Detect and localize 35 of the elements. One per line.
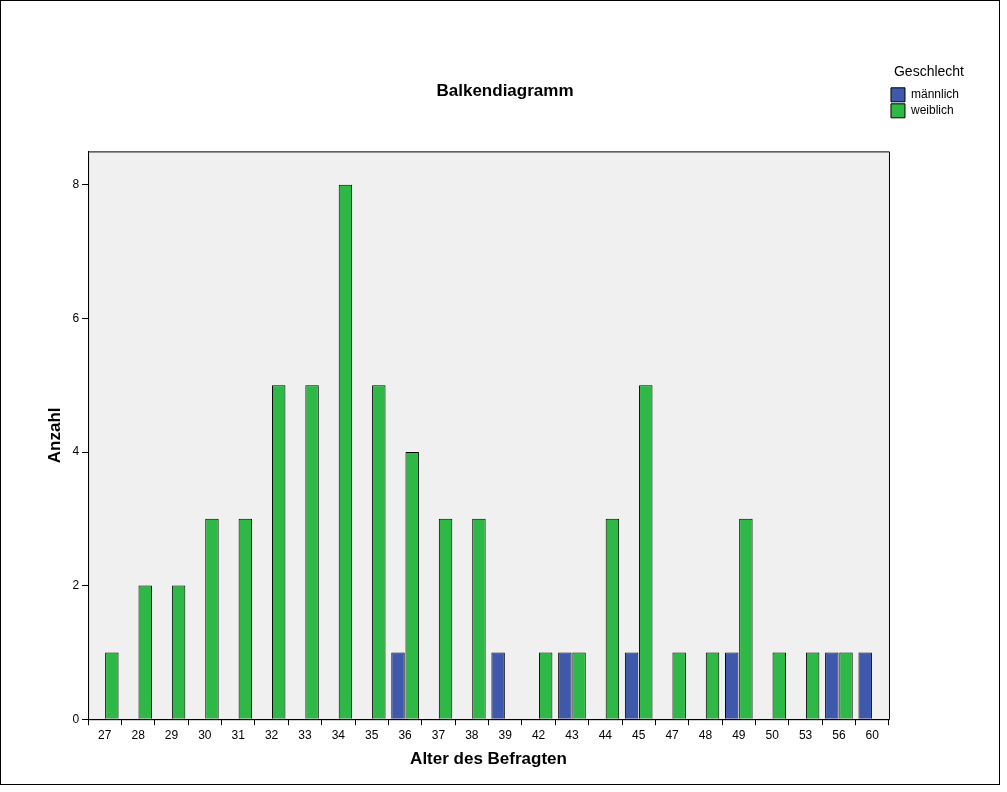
x-tick-label: 45 [632, 727, 646, 742]
x-tick-label: 36 [398, 727, 413, 742]
x-tick-label: 34 [331, 727, 346, 742]
x-tick-label: 43 [565, 727, 579, 742]
x-tick-label: 39 [498, 727, 513, 742]
y-tick-label: 0 [72, 711, 80, 726]
x-tick-label: 38 [465, 727, 479, 742]
chart-title: Balkendiagramm [436, 80, 574, 100]
x-tick-label: 47 [665, 727, 680, 742]
x-tick-label: 29 [164, 727, 179, 742]
x-tick-label: 33 [298, 727, 312, 742]
y-tick-label: 2 [72, 577, 80, 592]
x-tick-label: 30 [198, 727, 212, 742]
x-tick-label: 56 [832, 727, 846, 742]
x-axis-title: Alter des Befragten [410, 749, 567, 769]
legend-label: weiblich [909, 103, 954, 118]
x-tick-label: 32 [264, 727, 279, 742]
x-tick-label: 42 [531, 727, 546, 742]
x-tick-label: 44 [598, 727, 613, 742]
x-tick-label: 27 [98, 727, 112, 742]
y-tick-label: 8 [72, 177, 80, 192]
x-tick-label: 37 [431, 727, 446, 742]
y-tick-label: 6 [72, 310, 80, 325]
x-tick-label: 49 [732, 727, 746, 742]
x-tick-label: 50 [765, 727, 780, 742]
legend-label: männlich [910, 87, 960, 102]
x-tick-label: 60 [865, 727, 880, 742]
y-axis-title: Anzahl [44, 407, 64, 464]
x-tick-label: 53 [798, 727, 813, 742]
x-tick-label: 48 [698, 727, 713, 742]
legend-title: Geschlecht [893, 62, 965, 79]
x-tick-label: 35 [365, 727, 379, 742]
y-tick-label: 4 [72, 444, 80, 459]
x-tick-label: 28 [131, 727, 146, 742]
x-tick-label: 31 [231, 727, 246, 742]
